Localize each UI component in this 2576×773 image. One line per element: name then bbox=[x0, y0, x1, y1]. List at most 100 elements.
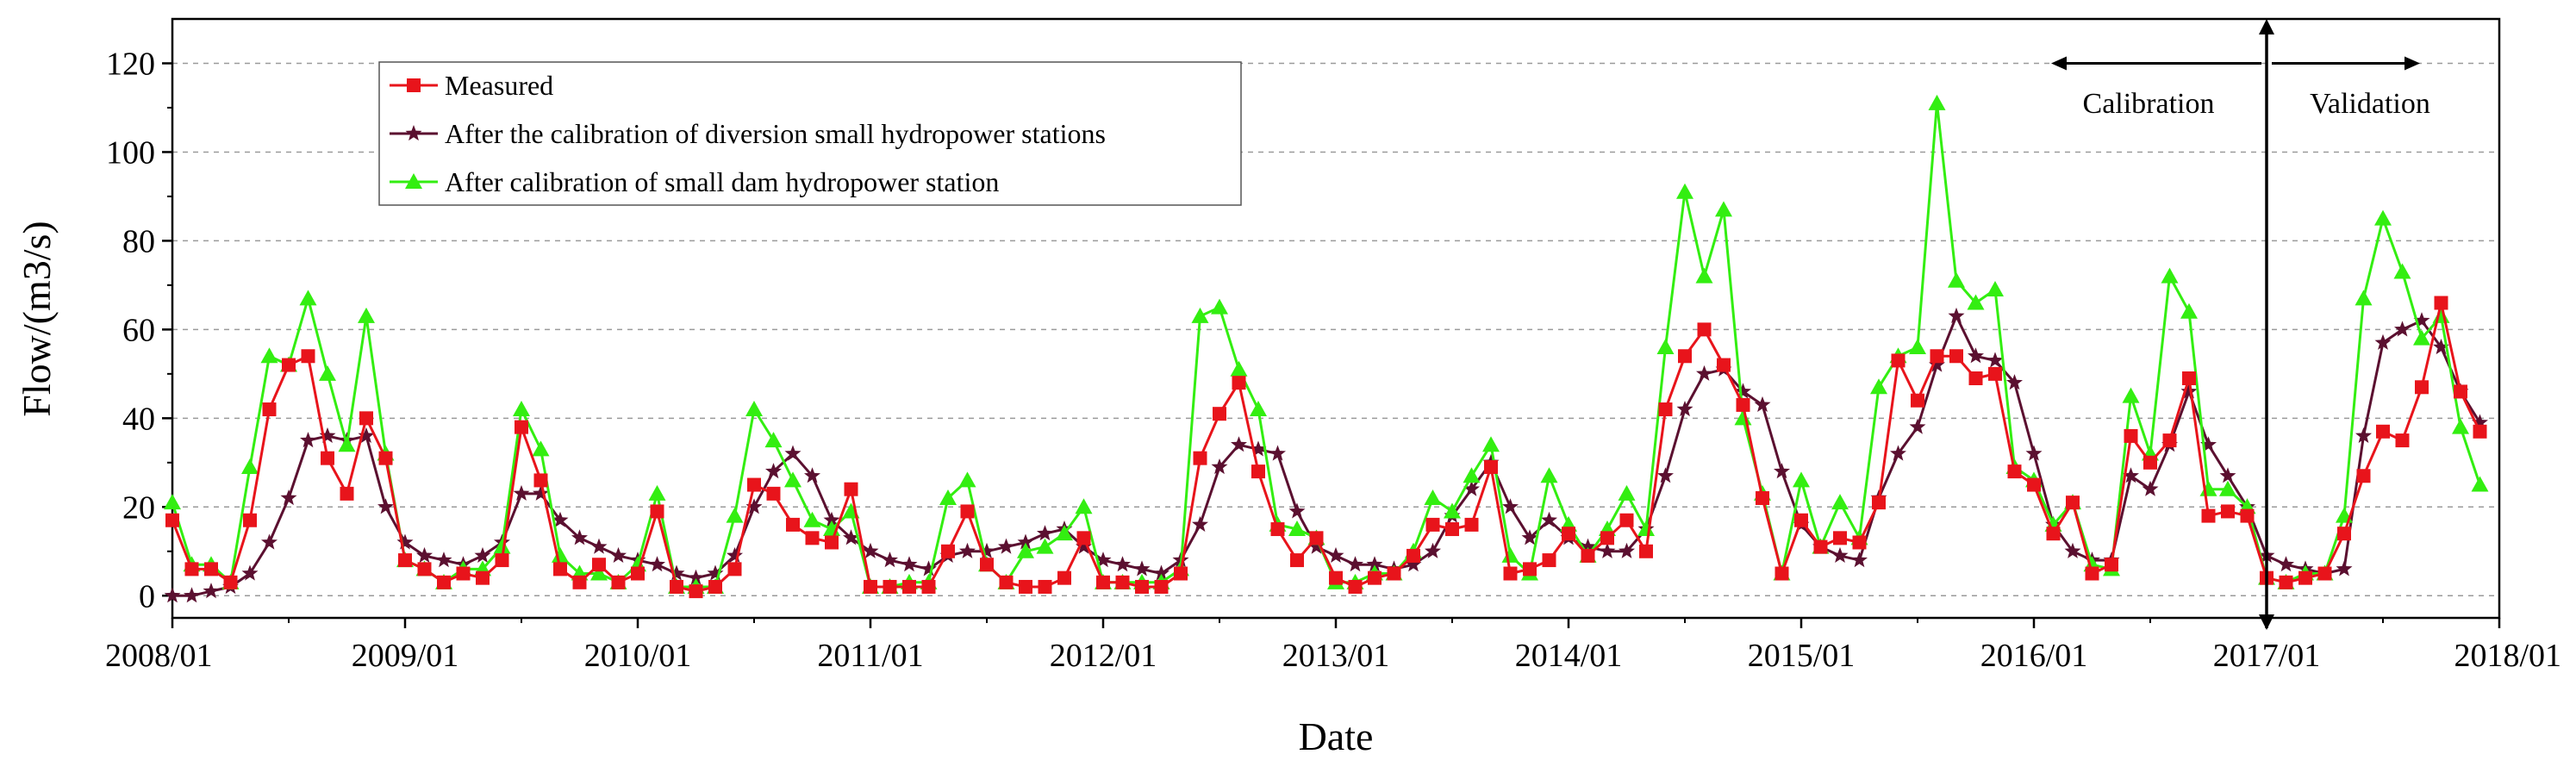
point-dam bbox=[1676, 183, 1693, 199]
point-dam bbox=[2122, 387, 2140, 403]
point-dam bbox=[1928, 94, 1946, 110]
point-dam bbox=[803, 511, 821, 527]
point-dam bbox=[532, 440, 550, 457]
point-measured bbox=[902, 579, 916, 594]
point-diversion bbox=[1657, 467, 1674, 483]
point-measured bbox=[184, 562, 199, 577]
point-diversion bbox=[358, 427, 375, 443]
point-dam bbox=[319, 365, 336, 381]
point-diversion bbox=[474, 546, 491, 563]
point-dam bbox=[1831, 494, 1849, 510]
point-diversion bbox=[1948, 307, 1965, 323]
point-dam bbox=[2393, 263, 2411, 279]
point-measured bbox=[1425, 517, 1440, 532]
point-measured bbox=[1639, 544, 1653, 558]
series-line-measured bbox=[171, 302, 2481, 593]
point-diversion bbox=[1366, 556, 1383, 572]
y-tick-label: 120 bbox=[106, 46, 155, 82]
point-dam bbox=[939, 489, 957, 505]
point-diversion bbox=[280, 489, 297, 506]
point-dam bbox=[648, 484, 666, 501]
point-measured bbox=[2415, 380, 2429, 395]
point-measured bbox=[1794, 513, 1808, 527]
point-dam bbox=[260, 347, 278, 364]
point-diversion bbox=[862, 542, 879, 558]
legend-marker-diversion bbox=[405, 125, 422, 141]
point-diversion bbox=[1250, 440, 1267, 457]
point-diversion bbox=[1133, 560, 1151, 577]
point-measured bbox=[1911, 393, 1924, 408]
point-measured bbox=[1076, 531, 1091, 545]
point-diversion bbox=[1308, 538, 1325, 554]
point-diversion bbox=[688, 569, 704, 585]
y-tick-label: 80 bbox=[122, 223, 155, 259]
period-annotations: Calibration Validation bbox=[2051, 19, 2430, 630]
x-tick-label: 2009/01 bbox=[352, 638, 459, 674]
point-dam bbox=[493, 538, 511, 554]
x-tick-label: 2010/01 bbox=[584, 638, 692, 674]
y-tick-label: 60 bbox=[122, 312, 155, 348]
point-measured bbox=[2143, 455, 2157, 470]
point-measured bbox=[340, 486, 354, 501]
point-dam bbox=[1695, 267, 1713, 284]
divider-arrow-bottom bbox=[2259, 614, 2274, 630]
point-diversion bbox=[1774, 463, 1790, 479]
y-tick-label: 40 bbox=[122, 401, 155, 437]
y-tick-label: 100 bbox=[106, 134, 155, 171]
x-tick-label: 2018/01 bbox=[2454, 638, 2561, 674]
point-measured bbox=[1407, 548, 1420, 563]
point-dam bbox=[2452, 418, 2469, 434]
point-measured bbox=[1038, 579, 1052, 594]
point-diversion bbox=[261, 533, 278, 550]
point-measured bbox=[1503, 566, 1518, 581]
point-dam bbox=[1501, 546, 1519, 563]
point-diversion bbox=[1153, 564, 1169, 581]
point-diversion bbox=[396, 533, 414, 550]
point-measured bbox=[2473, 424, 2487, 439]
x-tick-label: 2016/01 bbox=[1980, 638, 2088, 674]
point-dam bbox=[2355, 290, 2373, 306]
point-diversion bbox=[2355, 427, 2372, 443]
point-measured bbox=[883, 579, 897, 594]
point-dam bbox=[1444, 502, 1461, 519]
point-measured bbox=[2105, 558, 2118, 572]
point-measured bbox=[689, 584, 703, 599]
point-diversion bbox=[1580, 538, 1596, 554]
point-measured bbox=[282, 358, 296, 372]
point-dam bbox=[1637, 521, 1655, 537]
point-measured bbox=[1872, 496, 1886, 510]
point-dam bbox=[1909, 338, 1926, 354]
point-measured bbox=[1154, 579, 1169, 594]
point-diversion bbox=[2142, 480, 2159, 496]
point-measured bbox=[2395, 433, 2410, 448]
point-diversion bbox=[804, 467, 820, 483]
point-diversion bbox=[203, 583, 220, 599]
point-measured bbox=[2066, 496, 2080, 510]
point-measured bbox=[243, 513, 257, 527]
point-diversion bbox=[1599, 542, 1616, 558]
point-diversion bbox=[1521, 529, 1538, 545]
point-measured bbox=[2182, 371, 2196, 385]
point-measured bbox=[864, 579, 877, 594]
point-measured bbox=[980, 558, 994, 572]
point-diversion bbox=[1831, 546, 1849, 563]
point-dam bbox=[2180, 302, 2198, 319]
point-diversion bbox=[2394, 321, 2411, 337]
point-dam bbox=[958, 471, 976, 488]
point-measured bbox=[223, 575, 238, 589]
point-measured bbox=[1775, 566, 1789, 581]
point-measured bbox=[1736, 397, 1750, 412]
point-diversion bbox=[1463, 480, 1480, 496]
point-measured bbox=[2356, 469, 2371, 483]
point-diversion bbox=[513, 484, 530, 501]
point-dam bbox=[784, 471, 801, 488]
point-diversion bbox=[2025, 445, 2043, 461]
point-dam bbox=[1793, 471, 1810, 488]
point-measured bbox=[941, 544, 955, 558]
point-measured bbox=[2376, 424, 2390, 439]
point-diversion bbox=[1735, 383, 1751, 399]
point-measured bbox=[359, 411, 373, 426]
point-measured bbox=[805, 531, 820, 545]
point-dam bbox=[2374, 209, 2392, 226]
